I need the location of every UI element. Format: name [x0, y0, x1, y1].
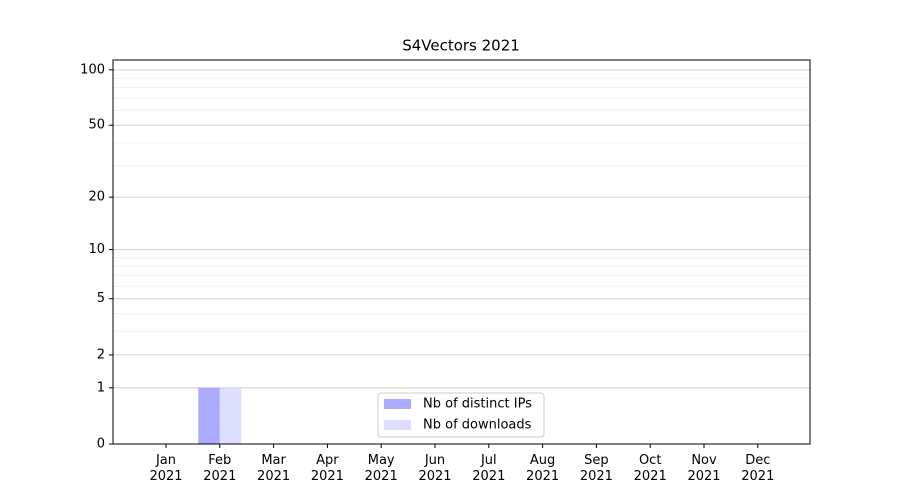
x-tick-label: Apr 2021 — [310, 453, 344, 484]
legend: Nb of distinct IPs Nb of downloads — [377, 392, 545, 438]
x-tick-label: Sep 2021 — [579, 453, 613, 484]
x-tick-label: Jul 2021 — [472, 453, 506, 484]
x-tick-label: Aug 2021 — [526, 453, 560, 484]
y-tick-label: 50 — [88, 118, 105, 133]
y-tick-label: 1 — [97, 380, 105, 395]
legend-swatch — [384, 399, 411, 409]
y-tick-label: 20 — [88, 190, 105, 205]
y-tick-label: 5 — [97, 291, 105, 306]
legend-label: Nb of downloads — [423, 418, 532, 433]
x-tick-label: Dec 2021 — [741, 453, 775, 484]
x-tick-label: Jun 2021 — [418, 453, 452, 484]
y-tick-label: 2 — [97, 347, 105, 362]
legend-swatch — [384, 420, 411, 430]
plot-frame — [112, 59, 811, 445]
bar — [219, 387, 242, 444]
x-tick-label: May 2021 — [364, 453, 398, 484]
x-tick-label: Jan 2021 — [149, 453, 183, 484]
x-tick-label: Oct 2021 — [633, 453, 667, 484]
y-tick-label: 100 — [80, 62, 105, 77]
x-tick-label: Feb 2021 — [203, 453, 237, 484]
x-tick-label: Mar 2021 — [257, 453, 291, 484]
legend-box — [377, 392, 545, 438]
legend-label: Nb of distinct IPs — [423, 397, 532, 412]
bar — [198, 387, 220, 444]
y-tick-label: 0 — [97, 437, 105, 452]
chart-title: S4Vectors 2021 — [402, 37, 520, 55]
y-tick-label: 10 — [88, 242, 105, 257]
x-tick-label: Nov 2021 — [687, 453, 721, 484]
